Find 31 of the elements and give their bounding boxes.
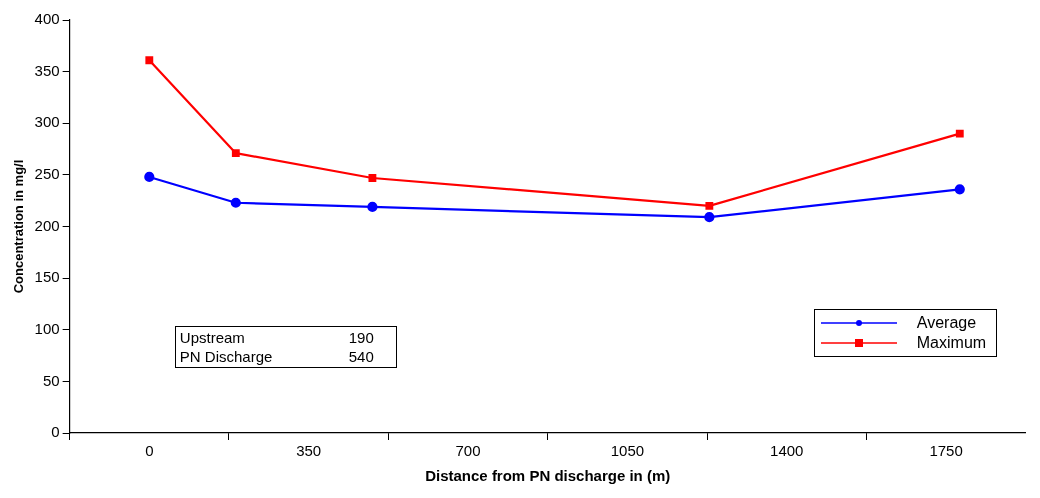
legend-label: Average: [916, 313, 977, 334]
point: [230, 197, 241, 208]
y-tick-label: 200: [34, 216, 60, 234]
x-tick-label: 1400: [770, 442, 804, 460]
x-tick-label: 0: [145, 442, 154, 460]
y-axis-title: Concentration in mg/l: [11, 159, 27, 294]
x-tick-label: 350: [296, 442, 322, 460]
legend-label: Maximum: [916, 333, 987, 354]
x-axis-title: Distance from PN discharge in (m): [425, 467, 671, 485]
y-tick-label: 50: [42, 371, 60, 389]
point: [955, 129, 964, 138]
y-tick-label: 250: [34, 165, 60, 183]
y-tick-label: 400: [34, 10, 60, 28]
x-tick-label: 700: [455, 442, 481, 460]
text: Upstream 190: [179, 328, 374, 346]
x-tick-label: 1050: [610, 442, 645, 460]
point: [704, 212, 715, 223]
text: PN Discharge 540: [179, 347, 374, 365]
y-tick-label: 100: [34, 319, 60, 337]
y-tick-label: 0: [51, 423, 60, 441]
y-tick-label: 150: [34, 268, 60, 286]
point: [367, 201, 378, 212]
y-tick-label: 350: [34, 61, 60, 79]
point: [368, 174, 377, 182]
point: [231, 149, 240, 158]
point: [145, 56, 154, 65]
x-tick-label: 1750: [929, 442, 963, 460]
point: [954, 184, 965, 195]
point: [144, 171, 155, 183]
point: [705, 201, 714, 210]
y-tick-label: 300: [34, 113, 60, 131]
